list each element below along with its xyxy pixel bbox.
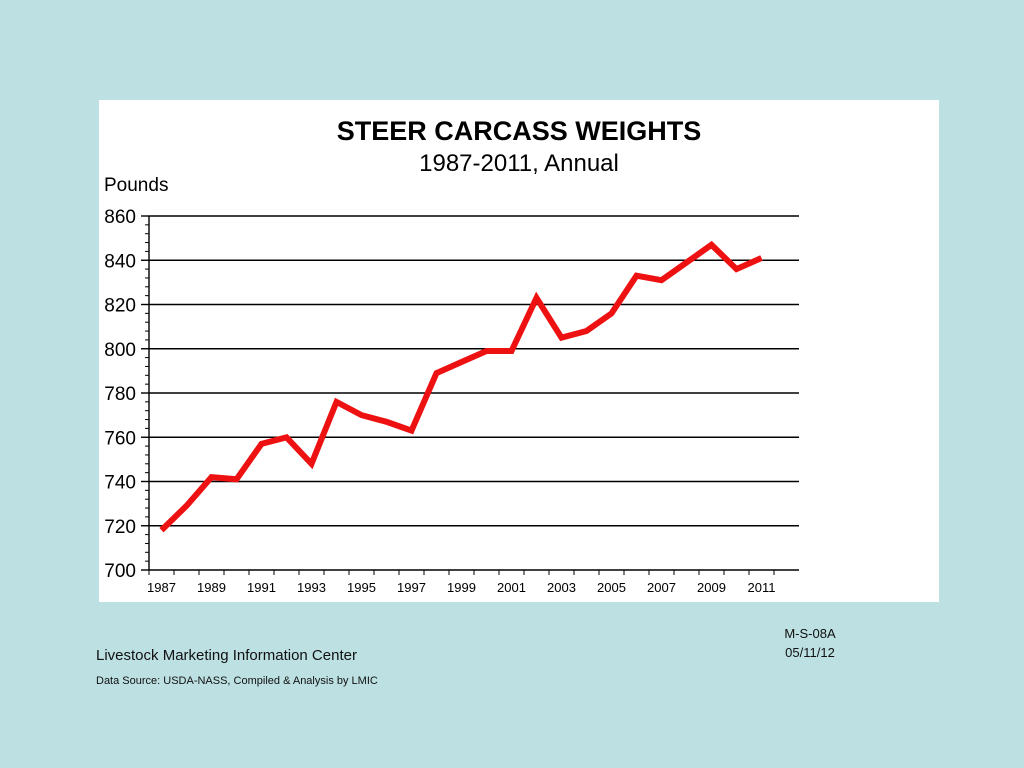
x-tick-label-2011: 2011	[748, 580, 776, 595]
x-tick-label-2003: 2003	[547, 580, 576, 595]
chart-title: STEER CARCASS WEIGHTS	[336, 116, 702, 146]
x-tick-label-1997: 1997	[397, 580, 426, 595]
y-tick-label-740: 740	[104, 473, 136, 494]
x-tick-label-1987: 1987	[147, 580, 176, 595]
y-axis-label: Pounds	[104, 175, 169, 196]
line-chart: 700 720 740 760 780 800 820 840 860 1987 1989 1991 1…	[104, 207, 799, 595]
x-tick-label-1995: 1995	[347, 580, 376, 595]
y-tick-label-700: 700	[104, 561, 136, 582]
y-tick-label-780: 780	[104, 384, 136, 405]
y-tick-label-860: 860	[104, 207, 136, 228]
y-tick-label-800: 800	[104, 340, 136, 361]
y-tick-label-720: 720	[104, 517, 136, 538]
x-tick-label-2009: 2009	[697, 580, 726, 595]
chart-code: M-S-08A	[784, 626, 836, 641]
organization-name: Livestock Marketing Information Center	[96, 647, 357, 664]
chart-panel: STEER CARCASS WEIGHTS 1987-2011, Annual …	[99, 100, 939, 602]
x-tick-label-2005: 2005	[597, 580, 626, 595]
chart-subtitle: 1987-2011, Annual	[419, 150, 619, 177]
y-tick-label-760: 760	[104, 428, 136, 449]
x-tick-label-2001: 2001	[497, 580, 526, 595]
data-source-note: Data Source: USDA-NASS, Compiled & Analy…	[96, 675, 378, 687]
chart-date: 05/11/12	[785, 645, 835, 660]
x-tick-label-1999: 1999	[447, 580, 476, 595]
series-line-0	[159, 240, 763, 533]
y-tick-label-820: 820	[104, 296, 136, 317]
x-tick-label-1991: 1991	[247, 580, 276, 595]
x-tick-label-1989: 1989	[197, 580, 226, 595]
x-tick-label-1993: 1993	[297, 580, 326, 595]
x-tick-label-2007: 2007	[647, 580, 676, 595]
y-tick-label-840: 840	[104, 251, 136, 272]
